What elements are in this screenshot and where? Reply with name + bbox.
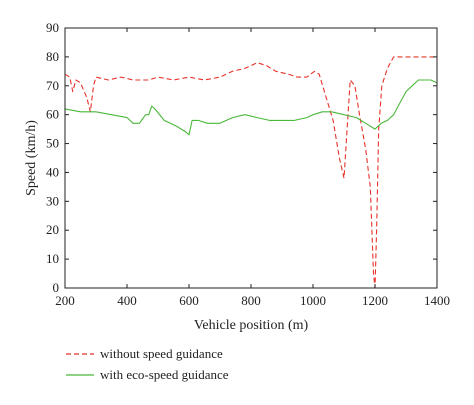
y-tick-label: 30 — [46, 193, 59, 208]
y-tick-label: 40 — [46, 164, 59, 179]
plot-area — [64, 27, 438, 289]
y-tick-label: 20 — [46, 222, 59, 237]
x-tick-label: 600 — [179, 293, 199, 308]
axis-ticks: 200 400 600 800 1000 1200 1400 0 10 20 30 40 50 60 70 8… — [46, 20, 450, 308]
y-tick-label: 0 — [53, 280, 60, 295]
y-tick-label: 70 — [46, 78, 59, 93]
legend-label-1: without speed guidance — [100, 346, 223, 361]
y-tick-label: 50 — [46, 136, 59, 151]
x-tick-label: 200 — [55, 293, 75, 308]
x-tick-label: 800 — [241, 293, 261, 308]
y-tick-label: 10 — [46, 251, 59, 266]
y-axis-label: Speed (km/h) — [24, 120, 39, 196]
y-tick-label: 90 — [46, 20, 59, 35]
x-tick-label: 400 — [117, 293, 137, 308]
series-line-1 — [64, 56, 437, 289]
series-line-2 — [64, 79, 438, 136]
y-tick-label: 60 — [46, 107, 59, 122]
legend-label-2: with eco-speed guidance — [100, 367, 229, 382]
legend: without speed guidance with eco-speed gui… — [66, 346, 229, 382]
x-tick-label: 1000 — [300, 293, 326, 308]
x-tick-label: 1400 — [424, 293, 450, 308]
x-tick-label: 1200 — [362, 293, 388, 308]
y-tick-label: 80 — [46, 49, 59, 64]
x-axis-label: Vehicle position (m) — [194, 318, 309, 333]
plot-frame — [64, 27, 438, 289]
